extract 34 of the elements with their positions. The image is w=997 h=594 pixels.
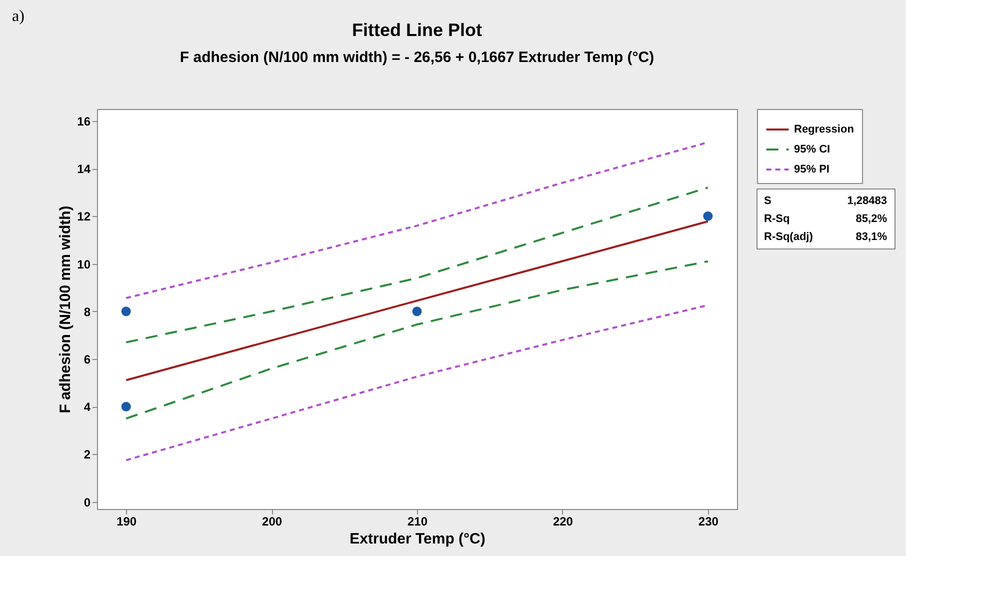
legend-label: Regression	[794, 124, 854, 136]
y-tick-label: 8	[84, 304, 91, 319]
text: S	[764, 195, 772, 207]
point	[121, 306, 131, 316]
y-tick-label: 14	[77, 162, 91, 176]
text: 83,1%	[856, 231, 888, 243]
y-tick-label: 6	[84, 352, 91, 366]
point	[412, 306, 422, 316]
x-tick-label: 230	[698, 514, 719, 528]
y-tick-label: 10	[77, 257, 91, 272]
legend-label: 95% PI	[794, 164, 830, 176]
legend-label: 95% CI	[794, 144, 830, 156]
y-tick-label: 12	[77, 210, 91, 224]
text: a)	[12, 8, 24, 25]
text: 1,28483	[847, 195, 887, 207]
y-axis-title: F adhesion (N/100 mm width)	[57, 206, 74, 414]
line-series	[125, 260, 709, 420]
text: R-Sq(adj)	[764, 231, 814, 243]
chart-title: Fitted Line Plot	[352, 20, 482, 40]
y-tick-label: 2	[84, 448, 91, 462]
point	[121, 402, 131, 412]
y-tick-label: 0	[84, 495, 91, 510]
text: R-Sq	[764, 213, 790, 225]
chart-subtitle: F adhesion (N/100 mm width) = - 26,56 + 0,1667 Extruder Temp (°C)	[180, 49, 654, 66]
x-tick-label: 210	[407, 514, 428, 528]
x-tick-label: 190	[116, 514, 137, 528]
line-series	[125, 186, 709, 344]
x-axis-title: Extruder Temp (°C)	[350, 530, 486, 548]
y-tick-label: 16	[77, 114, 91, 128]
x-tick-label: 220	[552, 514, 574, 528]
point	[703, 211, 713, 221]
y-tick-label: 4	[84, 400, 91, 414]
x-tick-label: 200	[262, 514, 282, 528]
text: 85,2%	[856, 213, 888, 225]
